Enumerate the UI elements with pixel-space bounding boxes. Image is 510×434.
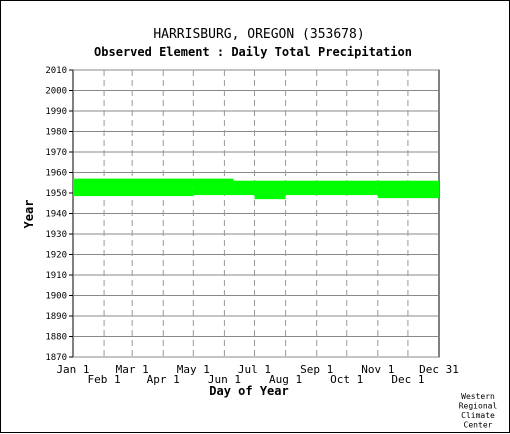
y-tick-label: 1900 — [45, 292, 67, 302]
x-tick-label-top: Nov 1 — [361, 363, 394, 376]
x-tick-label-bottom: Aug 1 — [269, 373, 302, 386]
credit-line: Western — [461, 392, 495, 401]
y-tick-label: 1950 — [45, 189, 67, 199]
y-tick-label: 1880 — [45, 333, 67, 343]
data-bar — [254, 180, 286, 200]
chart-title: HARRISBURG, OREGON (353678) — [153, 27, 364, 42]
data-bar — [193, 178, 234, 196]
credit-line: Regional — [459, 402, 498, 411]
y-tick-label: 2010 — [45, 66, 67, 76]
x-tick-label-top: Dec 31 — [419, 363, 459, 376]
x-tick-label-top: May 1 — [177, 363, 210, 376]
chart-subtitle: Observed Element : Daily Total Precipita… — [94, 45, 412, 59]
y-tick-label: 2000 — [45, 87, 67, 97]
y-tick-label: 1970 — [45, 148, 67, 158]
y-axis-label: Year — [22, 200, 36, 229]
x-tick-label-top: Jul 1 — [238, 363, 271, 376]
data-bars — [73, 178, 439, 200]
data-bar — [233, 180, 255, 196]
y-tick-label: 1940 — [45, 210, 67, 220]
x-axis-ticks: Jan 1 Mar 1 May 1 Jul 1 Sep 1 Nov 1 Dec 31 Feb … — [56, 363, 458, 386]
x-tick-label-bottom: Jun 1 — [208, 373, 241, 386]
x-axis-label: Day of Year — [209, 384, 288, 398]
y-tick-label: 1990 — [45, 107, 67, 117]
x-tick-label-top: Sep 1 — [300, 363, 333, 376]
x-tick-label-top: Mar 1 — [116, 363, 149, 376]
y-tick-label: 1980 — [45, 128, 67, 138]
y-axis-ticks: 2010 2000 1990 1980 1970 1960 1950 1940 1930 1920… — [45, 66, 73, 363]
y-tick-label: 1920 — [45, 251, 67, 261]
credit-line: Climate — [461, 411, 495, 420]
y-tick-label: 1910 — [45, 271, 67, 281]
x-tick-label-bottom: Dec 1 — [391, 373, 424, 386]
credit-line: Center — [464, 421, 493, 430]
data-bar — [73, 178, 194, 197]
x-tick-label-top: Jan 1 — [56, 363, 89, 376]
data-bar — [377, 180, 439, 199]
y-tick-label: 1870 — [45, 353, 67, 363]
data-bar — [285, 180, 378, 196]
y-tick-label: 1930 — [45, 230, 67, 240]
x-tick-label-bottom: Feb 1 — [88, 373, 121, 386]
y-tick-label: 1890 — [45, 312, 67, 322]
y-tick-label: 1960 — [45, 169, 67, 179]
x-tick-label-bottom: Apr 1 — [147, 373, 180, 386]
x-tick-label-bottom: Oct 1 — [330, 373, 363, 386]
